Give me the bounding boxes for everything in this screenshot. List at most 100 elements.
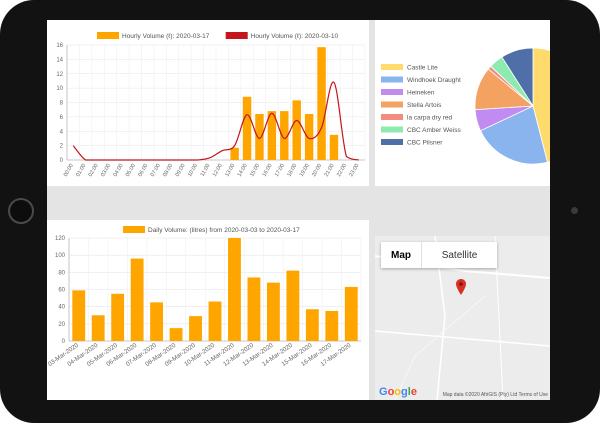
bar: [189, 316, 202, 341]
bar: [228, 238, 241, 341]
bar: [130, 258, 144, 341]
x-tick-label: 15:00: [249, 163, 261, 178]
bar: [286, 270, 300, 341]
bar: [280, 111, 289, 160]
map-type-satellite-button[interactable]: Satellite: [441, 249, 478, 261]
x-tick-label: 11:00: [200, 163, 212, 178]
legend-label: Hourly Volume (ℓ): 2020-03-10: [251, 33, 339, 40]
pie-slice: [501, 47, 534, 108]
x-tick-label: 04:00: [113, 163, 125, 178]
x-tick-label: 19:00: [299, 163, 311, 178]
map-pin-icon[interactable]: [456, 279, 466, 295]
x-tick-label: 08:00: [162, 163, 174, 178]
y-tick-label: 60: [58, 288, 65, 294]
bar: [344, 286, 358, 341]
y-tick-label: 0: [62, 339, 66, 345]
google-logo: Google: [379, 386, 417, 398]
bar: [91, 315, 105, 341]
bar: [208, 301, 222, 341]
pie-chart-panel: Castle Lite Windhoek Draught Heineken Stell…: [375, 20, 550, 186]
x-tick-label: 10:00: [187, 163, 199, 178]
x-tick-label: 05:00: [125, 163, 137, 178]
x-tick-label: 01:00: [75, 163, 87, 178]
map-type-control: Map Satellite: [381, 242, 497, 268]
bar: [247, 277, 261, 341]
legend-swatch: [381, 126, 403, 133]
pie-slice: [532, 47, 550, 163]
x-tick-label: 17:00: [274, 163, 286, 178]
brand-share-pie-chart: Castle Lite Windhoek Draught Heineken Stell…: [381, 47, 550, 165]
bar: [267, 111, 277, 160]
x-tick-label: 20:00: [311, 163, 323, 178]
x-tick-label: 07:00: [150, 163, 162, 178]
legend-label: la carpa dry red: [407, 115, 453, 122]
x-tick-label: 03:00: [100, 163, 112, 178]
bar: [255, 114, 264, 160]
legend-swatch: [381, 76, 403, 83]
x-tick-label: 16:00: [262, 163, 274, 178]
x-tick-label: 14:00: [237, 163, 249, 178]
map-attribution[interactable]: Map data ©2020 AfriGIS (Pty) Ltd Terms o…: [442, 392, 548, 398]
y-tick-label: 14: [56, 57, 63, 63]
legend-label: Stella Artois: [407, 102, 442, 109]
pie-slice: [479, 105, 548, 165]
legend-swatch: [123, 226, 145, 233]
bar: [325, 310, 339, 341]
bar: [72, 290, 86, 341]
legend-label: CBC Amber Weiss: [407, 127, 461, 134]
y-tick-label: 4: [60, 129, 64, 135]
y-tick-label: 12: [56, 72, 63, 78]
y-tick-label: 120: [55, 236, 66, 242]
legend-label: Windhoek Draught: [407, 77, 461, 84]
legend-swatch: [381, 64, 403, 70]
legend-label: Daily Volume: (litres) from 2020-03-03 t…: [148, 227, 300, 234]
map-panel[interactable]: Map Satellite Google Map data ©2020 Afri…: [375, 236, 550, 400]
home-button[interactable]: [8, 198, 34, 224]
hourly-chart-panel: 0 2 4 6 8 10 12 14 16 00:00 01:00 02:00 03:00 04:00 05…: [47, 20, 369, 186]
legend-swatch: [97, 32, 119, 39]
bar: [317, 47, 326, 160]
x-tick-label: 21:00: [324, 163, 336, 178]
x-tick-label: 13:00: [224, 163, 236, 178]
legend-label: Heineken: [407, 90, 435, 97]
y-tick-label: 10: [56, 86, 63, 92]
legend-label: Castle Lite: [407, 65, 438, 72]
x-tick-label: 02:00: [88, 163, 100, 178]
y-tick-label: 20: [58, 322, 65, 328]
map-type-map-button[interactable]: Map: [381, 242, 422, 268]
y-tick-label: 6: [60, 115, 64, 121]
legend-label: CBC Pilsner: [407, 140, 443, 147]
bar: [305, 309, 319, 341]
legend-label: Hourly Volume (ℓ): 2020-03-17: [122, 33, 210, 40]
bar: [304, 114, 314, 160]
x-tick-label: 18:00: [286, 163, 298, 178]
y-tick-label: 16: [56, 43, 63, 49]
daily-volume-chart: 02040608010012003-Mar-202004-Mar-202005-…: [47, 226, 362, 368]
x-tick-label: 23:00: [348, 163, 360, 178]
y-tick-label: 100: [55, 253, 66, 259]
x-tick-label: 22:00: [336, 163, 348, 178]
series-line: [72, 81, 359, 161]
daily-chart-panel: 0 20 40 60 80 100 120 03-Mar-2020 04-Mar-2020 05-…: [47, 220, 369, 400]
x-tick-label: 12:00: [212, 163, 224, 178]
bar: [111, 293, 125, 341]
y-tick-label: 40: [58, 305, 65, 311]
x-tick-label: 09:00: [175, 163, 187, 178]
camera-icon: [571, 207, 578, 214]
x-tick-label: 06:00: [137, 163, 149, 178]
bar: [292, 100, 301, 160]
y-tick-label: 8: [60, 101, 64, 107]
legend-swatch: [381, 114, 403, 120]
legend-swatch: [381, 101, 403, 108]
x-tick-label: 00:00: [63, 163, 75, 178]
legend-swatch: [225, 32, 248, 39]
y-tick-label: 80: [58, 270, 65, 276]
bar: [242, 96, 252, 160]
legend-swatch: [381, 89, 403, 95]
bar: [169, 328, 183, 341]
y-tick-label: 2: [60, 144, 64, 150]
legend-swatch: [381, 139, 403, 145]
bar: [230, 147, 239, 160]
y-tick-label: 0: [60, 158, 64, 164]
